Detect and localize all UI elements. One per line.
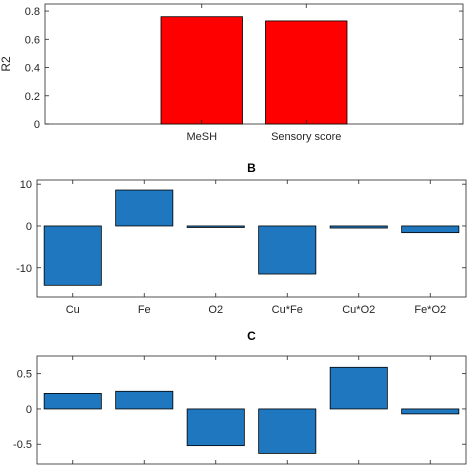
plot-frame xyxy=(36,179,467,298)
bar-fe xyxy=(115,189,174,227)
chart-panel-2: -10 0 10 Cu Fe O2 Cu*Fe Cu*O2 Fe*O2 B xyxy=(16,161,467,316)
bar-cu-o2 xyxy=(329,225,388,229)
y-tick-label: -0.5 xyxy=(13,439,32,451)
chart-panel-1: 0 0.2 0.4 0.6 0.8 MeSH Sensory score R2 xyxy=(0,3,464,143)
y-tick-label: 0 xyxy=(26,221,32,233)
chart-panel-3: -0.5 0 0.5 C xyxy=(13,329,467,465)
y-tick-label: 0.5 xyxy=(17,369,32,381)
bar-fe-o2 xyxy=(401,225,460,234)
x-tick-label: O2 xyxy=(208,304,223,316)
bar-cu-fe xyxy=(258,225,317,275)
x-tick-label: MeSH xyxy=(186,131,217,143)
bar-cu xyxy=(43,225,102,286)
x-tick-label: Sensory score xyxy=(271,131,341,143)
y-tick-label: 0.2 xyxy=(25,91,40,103)
y-axis-label: R2 xyxy=(0,56,13,72)
y-tick-label: 0.6 xyxy=(25,34,40,46)
y-tick-label: 0 xyxy=(26,404,32,416)
x-tick-label: Fe xyxy=(138,304,151,316)
y-tick-label: 0 xyxy=(34,119,40,131)
x-tick-label: Fe*O2 xyxy=(414,304,446,316)
bar-o2 xyxy=(186,225,245,228)
bar-cat-4 xyxy=(258,408,317,454)
plot-frame xyxy=(36,355,467,465)
x-tick-label: Cu*Fe xyxy=(272,304,303,316)
panel-title: C xyxy=(247,329,256,343)
bar-cat-6 xyxy=(401,408,460,415)
x-tick-label: Cu xyxy=(66,304,80,316)
panel-title: B xyxy=(247,161,256,175)
bar-mesh xyxy=(160,16,243,125)
plot-frame xyxy=(44,3,464,125)
bar-cat-1 xyxy=(43,393,102,410)
bar-cat-5 xyxy=(329,366,388,410)
x-tick-label: Cu*O2 xyxy=(342,304,375,316)
y-tick-label: 0.8 xyxy=(25,6,40,18)
bar-sensory-score xyxy=(265,20,348,125)
bar-cat-3 xyxy=(186,408,245,447)
y-tick-label: -10 xyxy=(16,263,32,275)
y-tick-label: 0.4 xyxy=(25,63,40,75)
y-tick-label: 10 xyxy=(20,179,32,191)
bar-cat-2 xyxy=(115,390,174,410)
